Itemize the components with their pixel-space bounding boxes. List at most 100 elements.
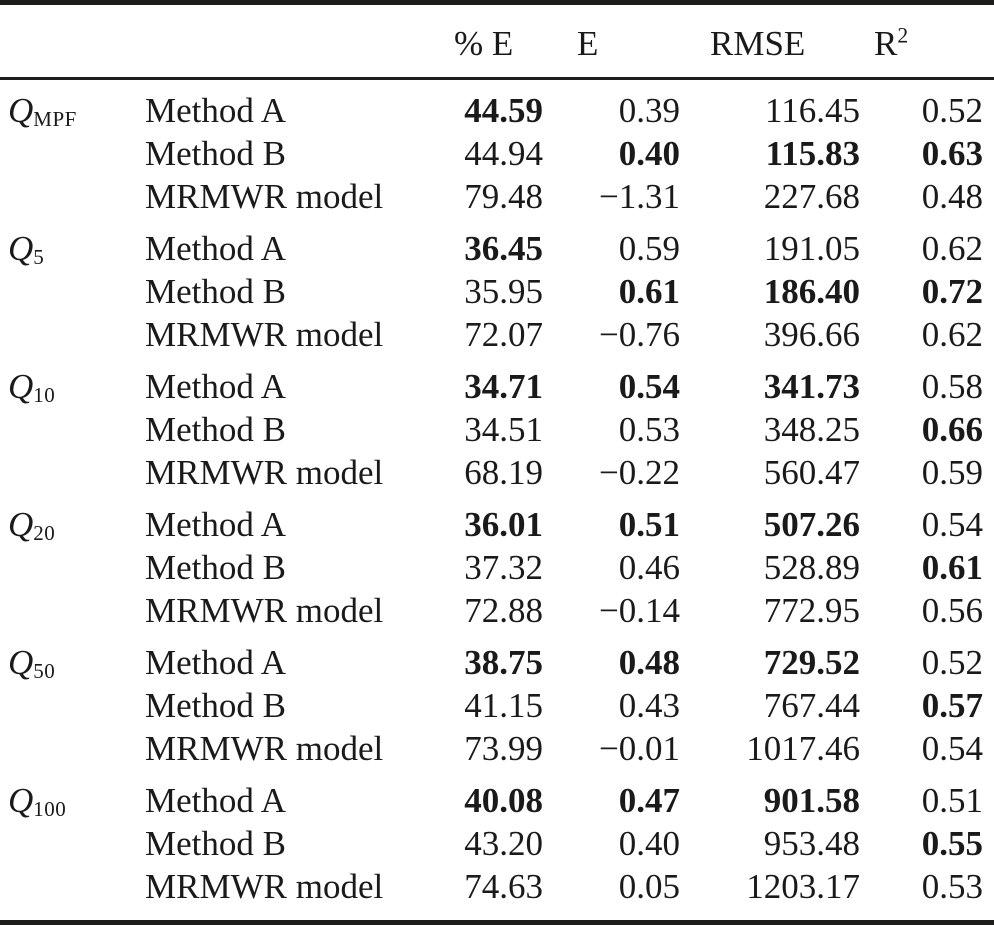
value-rmse: 227.68 [763,177,860,216]
header-row: % E E RMSE R2 [0,3,994,79]
column-header-e: E [577,24,599,63]
value-percent-e: 38.75 [464,643,543,682]
value-e: 0.54 [618,367,680,406]
value-e: 0.05 [618,867,680,906]
quantile-label: Q100 [0,770,140,923]
method-name: Method B [145,134,286,173]
table-row: Q20 Method A 36.01 0.51 507.26 0.54 [0,494,994,546]
quantile-subscript: 100 [33,796,67,821]
quantile-label: QMPF [0,79,140,219]
value-rmse: 772.95 [763,591,860,630]
method-name: MRMWR model [145,591,384,630]
row-group: Q10 Method A 34.71 0.54 341.73 0.58 Method B 34… [0,356,994,494]
r-squared-base: R [874,24,898,63]
value-rmse: 348.25 [763,410,860,449]
quantile-symbol: Q [8,229,34,268]
table-header: % E E RMSE R2 [0,3,994,79]
quantile-label: Q50 [0,632,140,770]
quantile-symbol: Q [8,505,34,544]
value-r-squared: 0.53 [921,867,983,906]
method-name: Method A [145,781,286,820]
value-rmse: 396.66 [763,315,860,354]
table-row: MRMWR model 73.99 −0.01 1017.46 0.54 [0,727,994,770]
value-percent-e: 34.51 [464,410,543,449]
method-name: MRMWR model [145,453,384,492]
method-name: MRMWR model [145,729,384,768]
value-rmse: 1203.17 [746,867,860,906]
quantile-symbol: Q [8,643,34,682]
value-e: 0.40 [618,824,680,863]
value-rmse: 341.73 [763,367,860,406]
value-rmse: 1017.46 [746,729,860,768]
value-r-squared: 0.59 [921,453,983,492]
quantile-subscript: 10 [33,382,56,407]
table-row: Method B 34.51 0.53 348.25 0.66 [0,408,994,451]
method-name: Method A [145,643,286,682]
value-e: 0.51 [618,505,680,544]
value-e: 0.61 [618,272,680,311]
row-group: Q50 Method A 38.75 0.48 729.52 0.52 Method B 41… [0,632,994,770]
value-percent-e: 79.48 [464,177,543,216]
value-e: −0.76 [599,315,680,354]
table-row: Q5 Method A 36.45 0.59 191.05 0.62 [0,218,994,270]
value-e: 0.47 [618,781,680,820]
value-e: −1.31 [599,177,680,216]
table-row: MRMWR model 72.07 −0.76 396.66 0.62 [0,313,994,356]
value-r-squared: 0.57 [921,686,983,725]
value-rmse: 186.40 [763,272,860,311]
method-name: Method B [145,272,286,311]
column-header-r-squared: R2 [872,3,994,79]
value-r-squared: 0.66 [921,410,983,449]
column-header-rmse: RMSE [710,24,806,63]
quantile-subscript: 50 [33,658,56,683]
method-name: Method A [145,91,286,130]
value-r-squared: 0.52 [921,91,983,130]
header-spacer-label [0,3,140,79]
method-name: Method B [145,410,286,449]
table-row: Q10 Method A 34.71 0.54 341.73 0.58 [0,356,994,408]
table-row: Q50 Method A 38.75 0.48 729.52 0.52 [0,632,994,684]
table-row: Q100 Method A 40.08 0.47 901.58 0.51 [0,770,994,822]
method-name: Method A [145,367,286,406]
value-rmse: 191.05 [763,229,860,268]
value-e: −0.22 [599,453,680,492]
value-r-squared: 0.54 [921,505,983,544]
value-e: 0.59 [618,229,680,268]
value-percent-e: 36.01 [464,505,543,544]
value-percent-e: 40.08 [464,781,543,820]
quantile-subscript: 5 [33,244,45,269]
value-percent-e: 41.15 [464,686,543,725]
value-percent-e: 34.71 [464,367,543,406]
value-rmse: 528.89 [763,548,860,587]
value-e: 0.48 [618,643,680,682]
value-rmse: 767.44 [763,686,860,725]
table-row: QMPF Method A 44.59 0.39 116.45 0.52 [0,79,994,133]
table-row: MRMWR model 68.19 −0.22 560.47 0.59 [0,451,994,494]
value-percent-e: 68.19 [464,453,543,492]
table-row: MRMWR model 72.88 −0.14 772.95 0.56 [0,589,994,632]
value-percent-e: 72.07 [464,315,543,354]
method-name: Method B [145,548,286,587]
quantile-subscript: MPF [33,106,77,131]
value-percent-e: 73.99 [464,729,543,768]
value-r-squared: 0.54 [921,729,983,768]
quantile-label: Q10 [0,356,140,494]
row-group: Q20 Method A 36.01 0.51 507.26 0.54 Method B 37… [0,494,994,632]
table-row: MRMWR model 74.63 0.05 1203.17 0.53 [0,865,994,923]
table-row: MRMWR model 79.48 −1.31 227.68 0.48 [0,175,994,218]
quantile-label: Q20 [0,494,140,632]
method-name: Method B [145,824,286,863]
table-row: Method B 43.20 0.40 953.48 0.55 [0,822,994,865]
method-name: Method A [145,505,286,544]
quantile-symbol: Q [8,367,34,406]
value-r-squared: 0.62 [921,315,983,354]
value-percent-e: 35.95 [464,272,543,311]
table-row: Method B 35.95 0.61 186.40 0.72 [0,270,994,313]
value-rmse: 560.47 [763,453,860,492]
value-r-squared: 0.62 [921,229,983,268]
value-e: 0.53 [618,410,680,449]
value-r-squared: 0.72 [921,272,983,311]
value-r-squared: 0.56 [921,591,983,630]
